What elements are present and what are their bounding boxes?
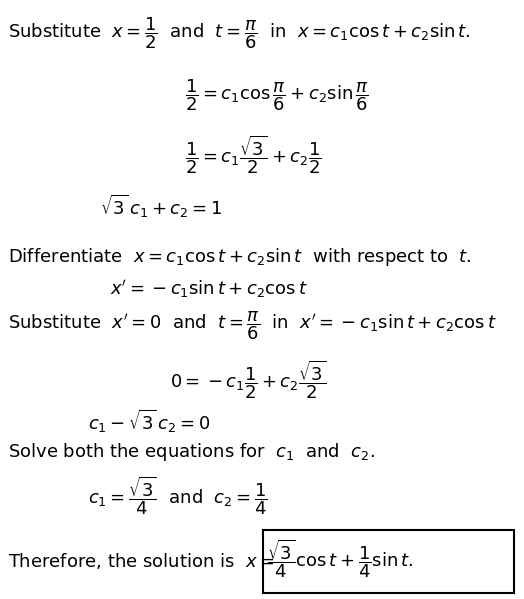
- Text: Therefore, the solution is  $x = $: Therefore, the solution is $x = $: [8, 551, 275, 571]
- Text: Differentiate  $x = c_1\cos t + c_2\sin t$  with respect to  $t.$: Differentiate $x = c_1\cos t + c_2\sin t…: [8, 246, 472, 268]
- Text: $\sqrt{3}\,c_1 + c_2 = 1$: $\sqrt{3}\,c_1 + c_2 = 1$: [100, 193, 222, 220]
- Text: Substitute  $x = \dfrac{1}{2}$  and  $t = \dfrac{\pi}{6}$  in  $x = c_1\cos t + : Substitute $x = \dfrac{1}{2}$ and $t = \…: [8, 16, 471, 51]
- Text: $\dfrac{\sqrt{3}}{4}\cos t + \dfrac{1}{4}\sin t.$: $\dfrac{\sqrt{3}}{4}\cos t + \dfrac{1}{4…: [267, 537, 413, 580]
- Text: Substitute  $x' = 0$  and  $t = \dfrac{\pi}{6}$  in  $x' = -c_1\sin t + c_2\cos : Substitute $x' = 0$ and $t = \dfrac{\pi}…: [8, 309, 497, 342]
- Text: $c_1 = \dfrac{\sqrt{3}}{4}$  and  $c_2 = \dfrac{1}{4}$: $c_1 = \dfrac{\sqrt{3}}{4}$ and $c_2 = \…: [88, 474, 268, 517]
- Text: $0 = -c_1\dfrac{1}{2} + c_2\dfrac{\sqrt{3}}{2}$: $0 = -c_1\dfrac{1}{2} + c_2\dfrac{\sqrt{…: [170, 358, 326, 401]
- Bar: [263, 530, 514, 593]
- Text: $x' = -c_1\sin t + c_2\cos t$: $x' = -c_1\sin t + c_2\cos t$: [110, 277, 308, 300]
- Text: Solve both the equations for  $c_1$  and  $c_2.$: Solve both the equations for $c_1$ and $…: [8, 441, 375, 463]
- Text: $\dfrac{1}{2} = c_1\cos\dfrac{\pi}{6} + c_2\sin\dfrac{\pi}{6}$: $\dfrac{1}{2} = c_1\cos\dfrac{\pi}{6} + …: [185, 77, 369, 113]
- Text: $\dfrac{1}{2} = c_1\dfrac{\sqrt{3}}{2} + c_2\dfrac{1}{2}$: $\dfrac{1}{2} = c_1\dfrac{\sqrt{3}}{2} +…: [185, 133, 322, 176]
- Text: $c_1 - \sqrt{3}\,c_2 = 0$: $c_1 - \sqrt{3}\,c_2 = 0$: [88, 408, 211, 435]
